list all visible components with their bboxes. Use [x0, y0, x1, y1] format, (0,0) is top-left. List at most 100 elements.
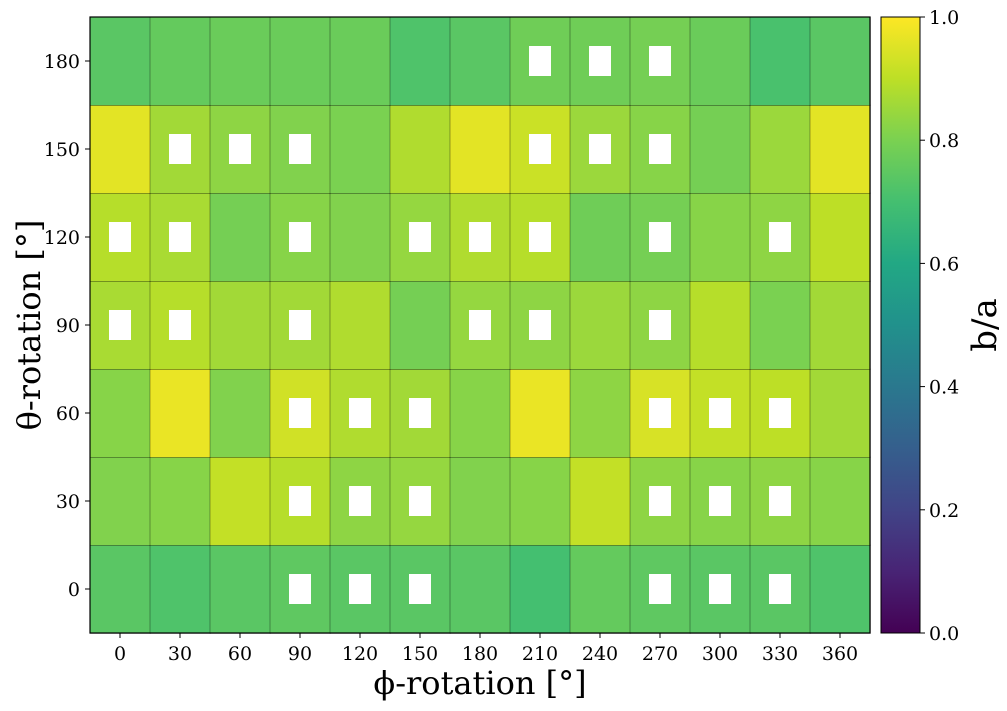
cell-marker	[649, 134, 671, 164]
heatmap-cell	[449, 368, 511, 458]
heatmap-cell	[509, 456, 571, 546]
cell-marker	[289, 574, 311, 604]
x-tick-label: 90	[288, 643, 312, 665]
colorbar-tick-label: 0.4	[929, 377, 959, 399]
cell-marker	[529, 134, 551, 164]
heatmap-cell	[329, 280, 391, 370]
heatmap-cell	[809, 104, 871, 194]
heatmap-cell	[389, 16, 451, 106]
x-tick-label: 300	[702, 643, 738, 665]
cell-marker	[529, 222, 551, 252]
heatmap-cell	[89, 544, 151, 634]
heatmap-cell	[149, 456, 211, 546]
colorbar-tick-label: 1.0	[929, 7, 959, 29]
heatmap-cell	[389, 104, 451, 194]
heatmap-cell	[809, 192, 871, 282]
y-tick-label: 30	[56, 491, 80, 513]
cell-marker	[469, 222, 491, 252]
heatmap-cell	[329, 192, 391, 282]
heatmap-cell	[689, 192, 751, 282]
colorbar-tick-label: 0.6	[929, 253, 959, 275]
cell-marker	[289, 134, 311, 164]
x-tick-label: 60	[228, 643, 252, 665]
heatmap-cell	[689, 280, 751, 370]
heatmap-cell	[749, 104, 811, 194]
heatmap-cell	[329, 16, 391, 106]
cell-marker	[769, 574, 791, 604]
heatmap-cell	[689, 16, 751, 106]
colorbar	[880, 16, 921, 634]
colorbar-ticks: 0.0 0.2 0.4 0.6 0.8 1.0	[920, 7, 959, 645]
heatmap-cell	[509, 544, 571, 634]
y-axis-ticks: 0 30 60 90 120 150 180	[44, 51, 90, 601]
cell-marker	[649, 46, 671, 76]
heatmap-cell	[209, 16, 271, 106]
heatmap-cell	[809, 544, 871, 634]
colorbar-tick-label: 0.0	[929, 623, 959, 645]
x-tick-label: 270	[642, 643, 678, 665]
cell-marker	[229, 134, 251, 164]
heatmap-markers	[109, 46, 791, 604]
cell-marker	[529, 46, 551, 76]
heatmap-cell	[89, 456, 151, 546]
heatmap-cell	[89, 104, 151, 194]
heatmap-cell	[89, 368, 151, 458]
cell-marker	[649, 222, 671, 252]
cell-marker	[769, 222, 791, 252]
cell-marker	[349, 398, 371, 428]
heatmap-cell	[209, 368, 271, 458]
cell-marker	[169, 134, 191, 164]
cell-marker	[709, 398, 731, 428]
heatmap-cell	[689, 104, 751, 194]
cell-marker	[649, 310, 671, 340]
cell-marker	[769, 486, 791, 516]
cell-marker	[589, 46, 611, 76]
y-tick-label: 120	[44, 227, 80, 249]
cell-marker	[289, 398, 311, 428]
heatmap-cell	[89, 16, 151, 106]
colorbar-label: b/a	[965, 298, 1005, 352]
x-tick-label: 150	[402, 643, 438, 665]
heatmap-cell	[449, 456, 511, 546]
heatmap-cell	[809, 280, 871, 370]
x-tick-label: 0	[114, 643, 126, 665]
heatmap-cell	[569, 192, 631, 282]
cell-marker	[349, 486, 371, 516]
cell-marker	[649, 486, 671, 516]
x-axis-ticks: 0 30 60 90 120 150 180 210 240 270 300 330 360	[114, 633, 858, 665]
y-tick-label: 150	[44, 139, 80, 161]
heatmap-cell	[329, 104, 391, 194]
y-tick-label: 60	[56, 403, 80, 425]
cell-marker	[109, 310, 131, 340]
cell-marker	[409, 486, 431, 516]
x-tick-label: 240	[582, 643, 618, 665]
heatmap-cell	[389, 280, 451, 370]
heatmap-cell	[209, 192, 271, 282]
cell-marker	[409, 398, 431, 428]
colorbar-tick-label: 0.8	[929, 130, 959, 152]
heatmap-cell	[569, 544, 631, 634]
cell-marker	[709, 486, 731, 516]
colorbar-tick-label: 0.2	[929, 500, 959, 522]
cell-marker	[409, 574, 431, 604]
cell-marker	[289, 310, 311, 340]
cell-marker	[289, 222, 311, 252]
heatmap-cell	[509, 368, 571, 458]
heatmap-cells	[89, 16, 871, 634]
heatmap-cell	[809, 16, 871, 106]
heatmap-cell	[749, 16, 811, 106]
heatmap-cell	[809, 368, 871, 458]
y-axis-label: θ-rotation [°]	[10, 220, 48, 431]
cell-marker	[409, 222, 431, 252]
cell-marker	[649, 398, 671, 428]
heatmap-cell	[449, 544, 511, 634]
heatmap-cell	[209, 544, 271, 634]
heatmap-cell	[449, 104, 511, 194]
cell-marker	[649, 574, 671, 604]
y-tick-label: 90	[56, 315, 80, 337]
heatmap-cell	[149, 544, 211, 634]
x-tick-label: 330	[762, 643, 798, 665]
y-tick-label: 0	[68, 579, 80, 601]
x-tick-label: 210	[522, 643, 558, 665]
